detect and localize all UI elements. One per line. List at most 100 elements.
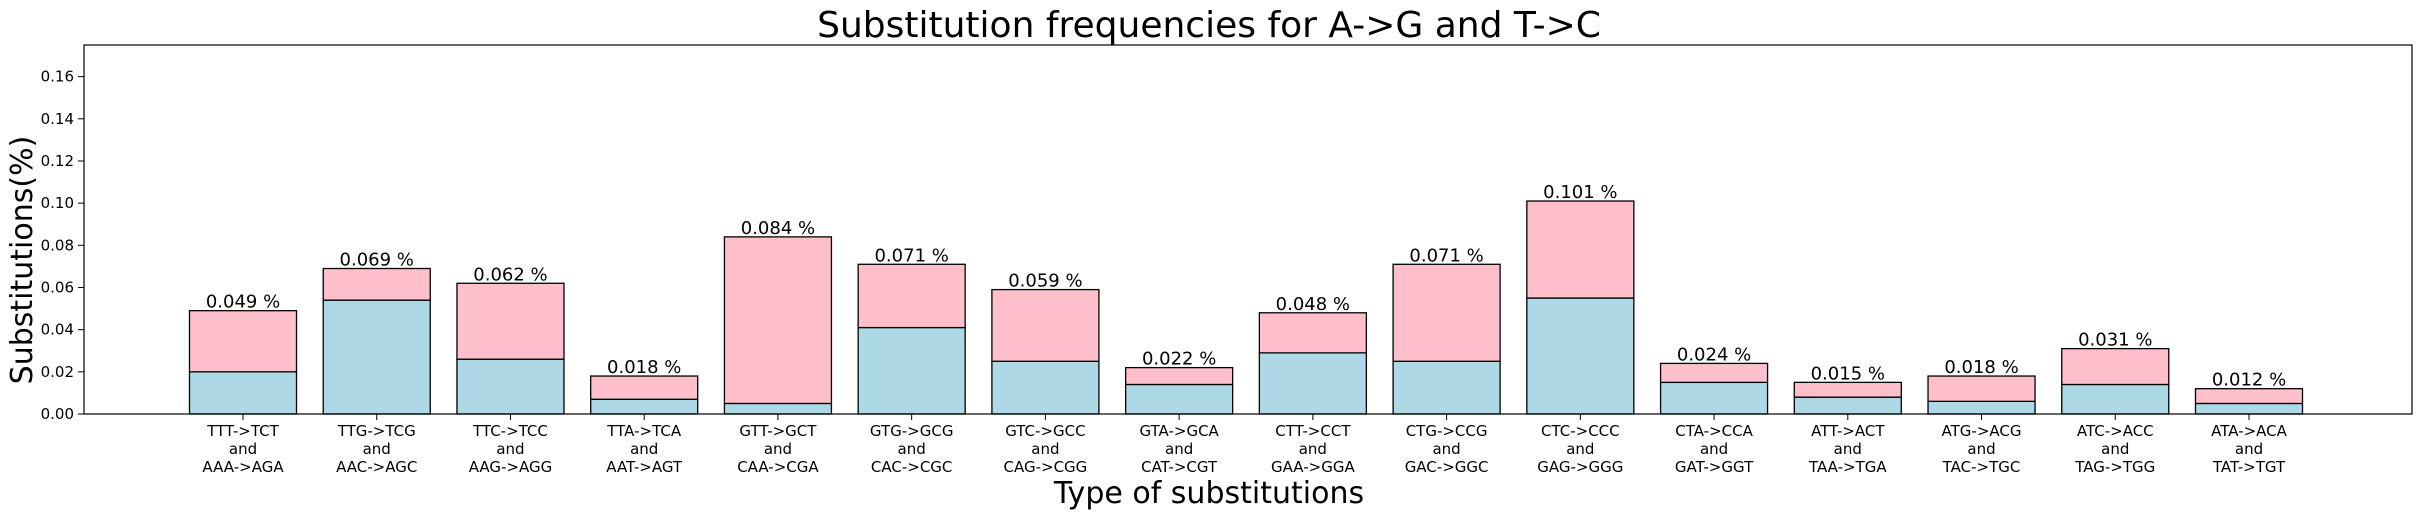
x-tick-label: GTA->GCA	[1139, 422, 1219, 440]
bar-segment-bottom	[1124, 383, 1234, 415]
x-tick-label: and	[2101, 440, 2129, 458]
y-tick-label: 0.12	[41, 152, 74, 170]
x-tick-label: ATA->ACA	[2211, 422, 2287, 440]
bar-segment-bottom	[857, 326, 966, 415]
bar-segment-top	[1659, 362, 1769, 384]
x-axis-label: Type of substitutions	[1053, 476, 1364, 511]
bar-segment-bottom	[2061, 383, 2170, 415]
x-tick-label: GAC->GGC	[1405, 458, 1489, 476]
bar-data-label: 0.084 %	[741, 218, 815, 239]
x-tick-label: CTA->CCA	[1675, 422, 1753, 440]
bar-segment-bottom	[1793, 396, 1902, 415]
x-tick-label: CTC->CCC	[1541, 422, 1620, 440]
x-tick-label: TTT->TCT	[206, 422, 279, 440]
y-tick-label: 0.00	[41, 405, 74, 423]
x-tick-label: TAA->TGA	[1808, 458, 1887, 476]
bar-segment-top	[857, 263, 966, 329]
x-tick-label: CAA->CGA	[737, 458, 819, 476]
y-tick-label: 0.04	[41, 321, 74, 339]
bar-segment-bottom	[1392, 360, 1501, 415]
bar-segment-bottom	[456, 358, 565, 415]
y-tick-label: 0.14	[41, 110, 74, 128]
x-tick-label: and	[1700, 440, 1728, 458]
x-tick-label: and	[898, 440, 926, 458]
bar-data-label: 0.049 %	[206, 292, 280, 313]
bar-segment-top	[322, 267, 431, 301]
x-tick-label: TAC->TGC	[1942, 458, 2021, 476]
x-tick-label: TAT->TGT	[2212, 458, 2286, 476]
x-tick-label: ATC->ACC	[2077, 422, 2154, 440]
x-tick-label: CAT->CGT	[1141, 458, 1218, 476]
x-tick-label: AAT->AGT	[606, 458, 683, 476]
x-tick-label: ATT->ACT	[1811, 422, 1885, 440]
bar-data-label: 0.024 %	[1677, 344, 1751, 365]
y-tick-label: 0.10	[41, 194, 74, 212]
x-tick-label: and	[1834, 440, 1862, 458]
x-tick-label: and	[1967, 440, 1995, 458]
x-tick-label: AAA->AGA	[202, 458, 284, 476]
chart-title: Substitution frequencies for A->G and T-…	[817, 5, 1601, 46]
bar-segment-top	[991, 288, 1100, 362]
plot-frame	[83, 44, 2413, 415]
bar-segment-bottom	[2194, 402, 2304, 415]
bar-segment-top	[1526, 200, 1635, 299]
bar-segment-top	[1392, 263, 1501, 362]
bar-segment-top	[188, 310, 298, 373]
bar-segment-bottom	[723, 402, 833, 415]
x-tick-label: and	[1031, 440, 1059, 458]
bar-segment-top	[1124, 366, 1234, 386]
x-tick-label: and	[496, 440, 524, 458]
x-tick-label: GTC->GCC	[1005, 422, 1085, 440]
bar-data-label: 0.031 %	[2078, 330, 2152, 351]
x-tick-label: CTT->CCT	[1275, 422, 1351, 440]
y-tick-label: 0.16	[41, 68, 74, 86]
x-tick-label: and	[2235, 440, 2263, 458]
bar-data-label: 0.101 %	[1543, 182, 1617, 203]
bar-data-label: 0.059 %	[1008, 271, 1082, 292]
bar-data-label: 0.048 %	[1276, 294, 1350, 315]
x-tick-label: GAG->GGG	[1537, 458, 1623, 476]
bar-data-label: 0.062 %	[473, 264, 547, 285]
x-tick-label: TAG->TGG	[2074, 458, 2155, 476]
bar-data-label: 0.015 %	[1811, 363, 1885, 384]
x-tick-label: and	[1566, 440, 1594, 458]
bar-segment-top	[456, 282, 565, 360]
bar-segment-top	[1927, 375, 2036, 402]
bar-data-label: 0.071 %	[1409, 245, 1483, 266]
bar-segment-bottom	[1927, 400, 2036, 415]
x-tick-label: and	[764, 440, 792, 458]
x-tick-label: and	[1299, 440, 1327, 458]
y-tick-label: 0.08	[41, 236, 74, 254]
bar-data-label: 0.018 %	[1944, 357, 2018, 378]
bar-segment-bottom	[188, 371, 298, 415]
x-tick-label: and	[1165, 440, 1193, 458]
x-tick-label: AAG->AGG	[469, 458, 553, 476]
x-tick-label: and	[229, 440, 257, 458]
bar-segment-top	[2061, 347, 2170, 386]
y-tick-label: 0.02	[41, 363, 74, 381]
bar-segment-bottom	[1526, 297, 1635, 415]
x-tick-label: ATG->ACG	[1942, 422, 2022, 440]
bar-segment-bottom	[590, 398, 699, 415]
y-axis-label: Substitutions(%)	[5, 136, 40, 385]
bar-segment-top	[590, 375, 699, 400]
bar-data-label: 0.018 %	[607, 357, 681, 378]
x-tick-label: TTG->TCG	[337, 422, 416, 440]
bar-segment-top	[1258, 312, 1368, 354]
x-tick-label: CAC->CGC	[871, 458, 953, 476]
x-tick-label: and	[1432, 440, 1460, 458]
bar-segment-bottom	[991, 360, 1100, 415]
y-tick-label: 0.06	[41, 278, 74, 296]
bar-segment-top	[1793, 381, 1902, 398]
x-tick-label: GTG->GCG	[870, 422, 954, 440]
x-tick-label: GAA->GGA	[1271, 458, 1355, 476]
x-tick-label: and	[363, 440, 391, 458]
x-tick-label: GTT->GCT	[739, 422, 817, 440]
x-tick-label: AAC->AGC	[336, 458, 417, 476]
bar-segment-bottom	[1258, 352, 1368, 415]
bar-segment-bottom	[1659, 381, 1769, 415]
bar-data-label: 0.069 %	[340, 250, 414, 271]
plot-area: 0.00 0.02 0.04 0.06 0.08 0.10 0.12 0.14 0.16 0.04…	[41, 44, 2413, 476]
x-tick-label: CAG->CGG	[1004, 458, 1088, 476]
